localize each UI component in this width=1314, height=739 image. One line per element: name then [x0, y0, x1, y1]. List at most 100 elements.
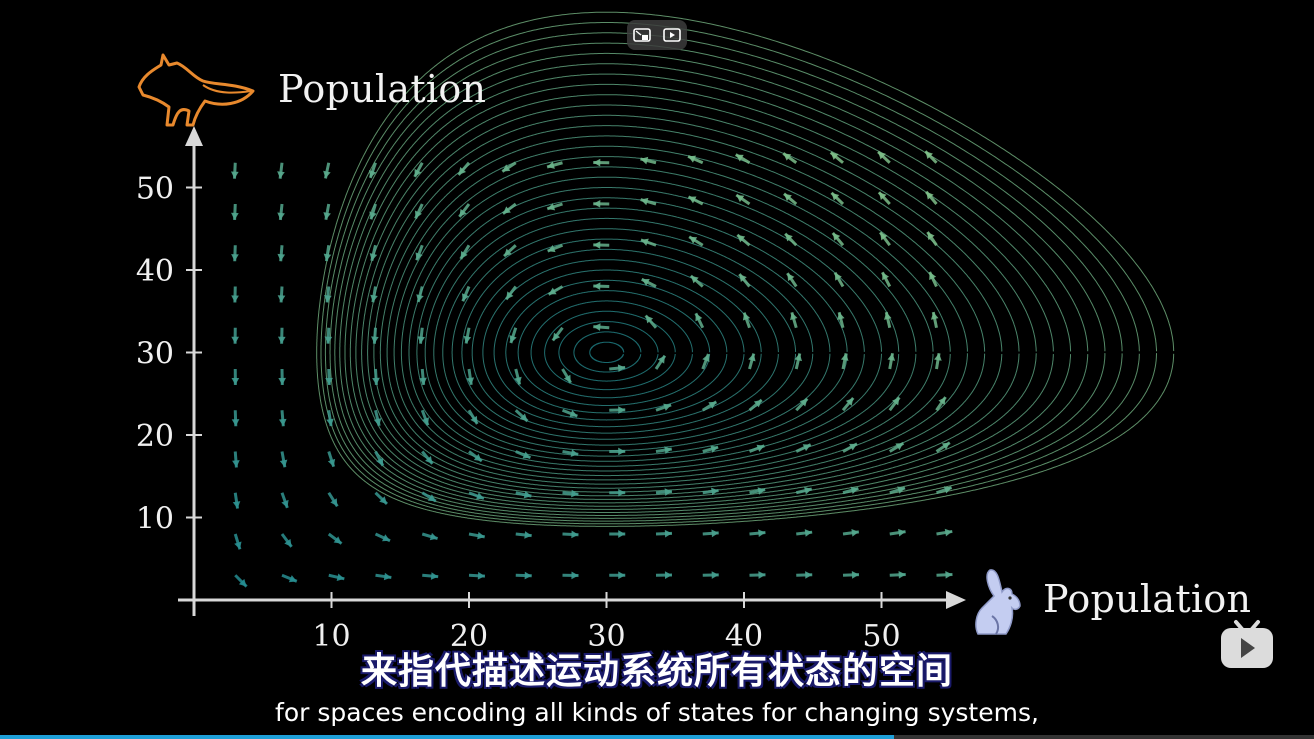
field-arrow-head: [711, 487, 719, 496]
field-arrow-head: [758, 571, 766, 579]
field-arrow-head: [748, 353, 756, 362]
y-tick-label: 20: [136, 419, 174, 454]
field-arrow-head: [416, 294, 424, 302]
stream-line: [408, 176, 900, 472]
field-arrow-head: [878, 151, 886, 160]
field-arrow-head: [569, 409, 578, 418]
field-arrow-head: [231, 336, 239, 344]
stream-line: [344, 73, 1072, 510]
field-arrow-head: [461, 293, 470, 302]
field-arrow-head: [618, 530, 626, 538]
field-arrow-head: [336, 573, 345, 581]
field-arrow-head: [618, 447, 626, 456]
bilibili-tv-icon[interactable]: [1219, 618, 1275, 670]
x-tick-label: 30: [587, 619, 625, 654]
field-arrow-head: [231, 377, 240, 385]
field-arrow-head: [664, 446, 672, 454]
video-top-controls: [627, 20, 687, 50]
field-arrow-head: [376, 457, 384, 466]
stream-line: [316, 11, 1175, 527]
field-arrow-head: [370, 294, 378, 303]
stream-line: [373, 125, 986, 493]
field-arrow-head: [288, 575, 297, 583]
field-arrow-head: [230, 171, 239, 179]
field-arrow-head: [880, 232, 888, 241]
stream-line: [367, 114, 1003, 497]
video-progress-bar[interactable]: [0, 735, 1314, 739]
field-arrow-head: [379, 496, 387, 504]
video-progress-fill: [0, 735, 894, 739]
field-arrow-head: [369, 211, 377, 220]
field-arrow-head: [429, 532, 438, 541]
field-arrow-head: [708, 401, 717, 409]
field-arrow-head: [231, 419, 240, 427]
x-tick-label: 10: [312, 619, 350, 654]
field-arrow-head: [930, 312, 939, 320]
x-tick-label: 50: [862, 619, 900, 654]
field-arrow-head: [688, 196, 697, 204]
field-arrow-head: [460, 250, 468, 259]
field-arrow-head: [506, 291, 514, 300]
field-arrow-head: [834, 272, 842, 281]
stream-line: [386, 145, 951, 485]
y-tick-label: 10: [136, 502, 174, 537]
field-arrow-head: [799, 398, 808, 407]
video-play-icon[interactable]: [661, 25, 683, 45]
field-arrow-head: [690, 275, 699, 284]
field-arrow-head: [787, 273, 795, 282]
stream-line: [320, 22, 1157, 525]
fox-icon: [137, 53, 255, 127]
stream-line: [400, 166, 917, 477]
field-arrow-head: [430, 572, 439, 580]
stream-line: [416, 187, 882, 467]
field-arrow-head: [593, 200, 601, 208]
field-arrow-head: [898, 571, 906, 579]
field-arrow-head: [466, 377, 475, 385]
field-arrow-head: [414, 210, 422, 219]
stream-line: [461, 238, 797, 440]
field-arrow-head: [371, 336, 379, 344]
field-arrow-head: [552, 332, 561, 341]
field-arrow-head: [711, 529, 719, 538]
field-arrow-head: [794, 353, 802, 362]
field-arrow-head: [593, 282, 601, 291]
stream-line: [355, 94, 1037, 504]
field-arrow-head: [737, 234, 746, 243]
stream-line: [517, 290, 711, 406]
x-tick-label: 20: [450, 619, 488, 654]
field-arrow-head: [323, 170, 331, 179]
field-arrow-head: [281, 499, 289, 508]
field-arrow-head: [372, 377, 380, 385]
vector-field-arrows: [230, 150, 953, 588]
field-arrow-head: [887, 353, 896, 361]
stream-line: [544, 310, 676, 391]
stream-line: [482, 259, 762, 428]
field-arrow-head: [470, 415, 478, 424]
field-arrow-head: [231, 212, 239, 220]
field-arrow-head: [640, 156, 649, 165]
subtitle-chinese: 来指代描述运动系统所有状态的空间: [360, 651, 953, 692]
field-arrow-head: [783, 193, 792, 202]
field-arrow-head: [571, 530, 579, 539]
stream-line: [442, 217, 831, 452]
field-arrow-head: [459, 208, 467, 217]
field-arrow-head: [373, 418, 382, 426]
x-axis-title: Population: [1043, 577, 1252, 621]
field-arrow-head: [742, 312, 751, 321]
field-arrow-head: [548, 287, 557, 295]
field-arrow-head: [664, 571, 672, 579]
field-arrow-head: [664, 488, 672, 496]
stream-line: [379, 135, 968, 489]
field-arrow-head: [570, 449, 579, 457]
field-arrow-head: [790, 312, 798, 321]
field-arrow-head: [277, 253, 286, 262]
field-arrow-head: [938, 397, 946, 406]
axes: [178, 126, 966, 616]
field-arrow-head: [502, 206, 511, 214]
picture-in-picture-icon[interactable]: [631, 25, 653, 45]
field-arrow-head: [898, 528, 906, 537]
stream-line: [334, 52, 1106, 516]
stream-line: [558, 321, 659, 382]
field-arrow-head: [325, 377, 333, 385]
